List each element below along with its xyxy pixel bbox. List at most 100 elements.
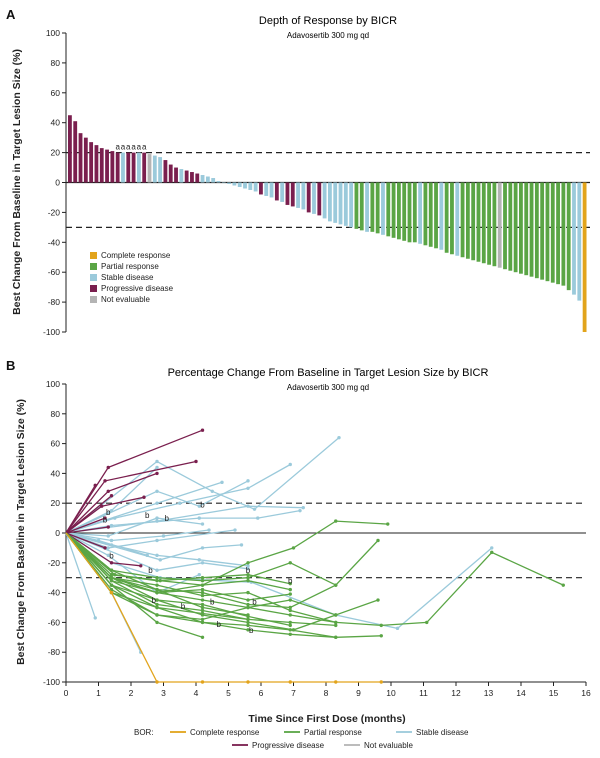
panel-b-series-point — [103, 479, 107, 483]
panel-b-series-point — [379, 623, 383, 628]
panel-a-bar — [460, 182, 465, 258]
panel-b-series-point — [246, 623, 250, 628]
panel-a-bar — [418, 182, 423, 244]
panel-a-bar — [312, 182, 316, 214]
panel-b-series-point — [109, 576, 114, 580]
panel-b-series-point — [96, 538, 101, 543]
panel-a-bar — [343, 182, 348, 226]
panel-b-series-line — [65, 532, 249, 571]
panel-a-bar — [163, 160, 168, 183]
panel-b-y-tick-label: -40 — [48, 588, 61, 598]
panel-a-bar — [349, 182, 354, 228]
panel-b-annotation: b — [109, 551, 114, 560]
panel-a-legend-swatch — [90, 263, 97, 270]
panel-b-series-point — [109, 590, 114, 595]
panel-b-annotation: b — [103, 516, 108, 525]
panel-b-series-line — [65, 532, 291, 594]
panel-a-bar — [354, 182, 359, 229]
panel-a-bar — [487, 182, 492, 265]
panel-b-title: Percentage Change From Baseline in Targe… — [168, 367, 489, 379]
panel-b-series-line — [65, 526, 109, 534]
panel-b-series-point — [155, 553, 159, 558]
panel-b-y-tick-label: -100 — [43, 677, 60, 687]
panel-a-bar — [184, 170, 189, 183]
panel-b-series-line — [65, 532, 96, 619]
panel-b-series-point — [109, 583, 114, 587]
panel-a-bar — [94, 145, 99, 183]
panel-b-series-point — [288, 620, 292, 625]
panel-b-series-point — [288, 561, 292, 565]
panel-b-series-point — [155, 516, 159, 520]
panel-b-series-point — [246, 573, 250, 577]
panel-a-y-tick-label: 60 — [51, 88, 61, 98]
panel-a-bar — [550, 182, 555, 283]
panel-a-bar — [110, 151, 115, 183]
panel-b-series-point — [334, 620, 338, 625]
panel-b-series-point — [246, 590, 250, 595]
panel-a-bar-note: a — [126, 143, 131, 152]
panel-b-series-point — [288, 608, 292, 613]
panel-a-bar — [423, 182, 428, 246]
panel-b-series-point — [106, 546, 110, 550]
panel-a-bar — [582, 182, 587, 332]
panel-b-series-point — [155, 590, 159, 595]
panel-b-legend-label: Not evaluable — [364, 741, 413, 750]
panel-b-series-point — [334, 583, 338, 587]
panel-a-bar-note: a — [115, 143, 120, 152]
panel-b-legend-label: Partial response — [304, 728, 362, 737]
panel-b-x-tick-label: 7 — [291, 688, 296, 698]
panel-b-series-point — [334, 613, 338, 617]
panel-b-series-point — [200, 617, 205, 622]
panel-b-annotation: b — [148, 566, 153, 575]
panel-a-y-tick-label: -20 — [48, 207, 61, 217]
panel-a-y-tick-label: -80 — [48, 297, 61, 307]
panel-b-annotation: b — [210, 598, 215, 607]
panel-b-series-point — [252, 507, 257, 511]
panel-b-series-point — [298, 508, 302, 513]
panel-a-subtitle: Adavosertib 300 mg qd — [287, 31, 369, 40]
panel-b-series-point — [379, 634, 383, 638]
panel-b-series-point — [288, 632, 292, 637]
panel-b-series-point — [246, 567, 250, 571]
panel-b-series-point — [161, 534, 166, 538]
panel-b-series-point — [155, 680, 159, 684]
panel-a-bar — [508, 182, 513, 271]
panel-a-bar — [529, 182, 534, 277]
panel-b-series-point — [220, 480, 224, 485]
panel-b-series-point — [200, 598, 205, 602]
panel-a-bar — [136, 152, 141, 183]
panel-a-bar — [290, 182, 295, 207]
panel-b-x-tick-label: 6 — [259, 688, 264, 698]
panel-a-bar-note: a — [131, 143, 136, 152]
panel-b-series-point — [490, 550, 494, 555]
panel-a-legend-label: Complete response — [101, 251, 171, 260]
panel-a-bar-note: a — [142, 143, 147, 152]
panel-b-series-point — [155, 576, 159, 580]
panel-b-series-point — [106, 553, 110, 558]
panel-b-series-point — [155, 620, 159, 625]
panel-b-series-point — [106, 465, 110, 470]
panel-a-bar — [301, 182, 306, 210]
panel-b-series-point — [200, 605, 205, 610]
panel-a-bar — [306, 182, 311, 213]
panel-b-series-point — [246, 561, 250, 565]
panel-a-bar — [396, 182, 401, 240]
panel-b-series-line — [65, 529, 210, 542]
panel-a-bar — [365, 182, 369, 232]
panel-a-bar — [78, 133, 83, 183]
panel-a-bar — [142, 152, 147, 183]
panel-b-series-point — [194, 459, 198, 464]
panel-b-series-point — [155, 465, 159, 470]
panel-a-bar-note: a — [121, 143, 126, 152]
panel-a-bar — [444, 182, 449, 253]
panel-a-bar-note: a — [137, 143, 142, 152]
panel-a-bar — [190, 172, 194, 183]
panel-a-bar — [296, 182, 300, 208]
panel-a-bar — [561, 182, 566, 286]
panel-a-bar — [195, 173, 200, 183]
panel-a-bar — [147, 154, 152, 183]
panel-a-bar — [126, 152, 131, 183]
panel-a-bar — [168, 164, 173, 183]
panel-b-series-point — [207, 528, 211, 532]
